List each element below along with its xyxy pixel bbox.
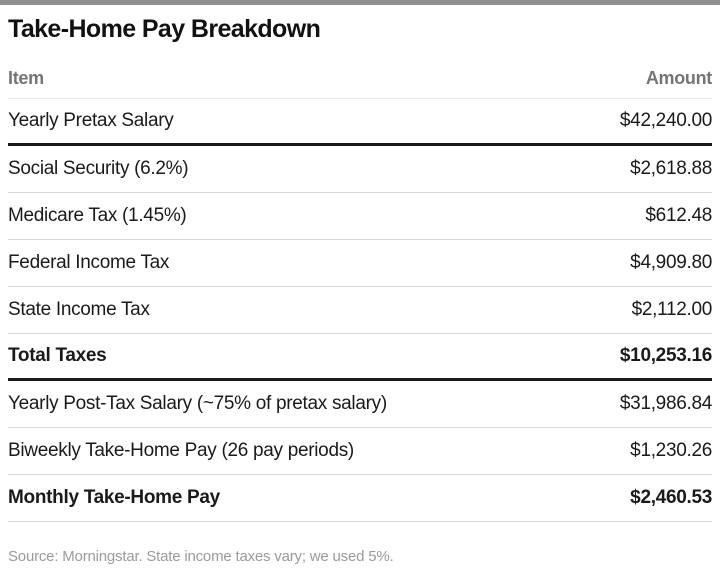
table-row: Monthly Take-Home Pay $2,460.53 bbox=[8, 475, 712, 522]
row-amount-value: $4,909.80 bbox=[630, 251, 712, 273]
top-accent-bar bbox=[0, 0, 720, 5]
table-row: Yearly Pretax Salary $42,240.00 bbox=[8, 99, 712, 146]
table-row: Social Security (6.2%) $2,618.88 bbox=[8, 146, 712, 193]
row-amount-value: $10,253.16 bbox=[619, 344, 712, 366]
row-amount-value: $1,230.26 bbox=[630, 439, 712, 461]
table-row: State Income Tax $2,112.00 bbox=[8, 287, 712, 334]
row-item-label: Yearly Post-Tax Salary (~75% of pretax s… bbox=[8, 392, 387, 414]
row-item-label: State Income Tax bbox=[8, 298, 150, 320]
row-item-label: Social Security (6.2%) bbox=[8, 157, 189, 179]
table-row: Biweekly Take-Home Pay (26 pay periods) … bbox=[8, 428, 712, 475]
row-item-label: Yearly Pretax Salary bbox=[8, 109, 174, 131]
row-amount-value: $2,112.00 bbox=[631, 298, 713, 320]
row-amount-value: $42,240.00 bbox=[619, 109, 712, 131]
row-item-label: Medicare Tax (1.45%) bbox=[8, 204, 187, 226]
row-item-label: Monthly Take-Home Pay bbox=[8, 486, 220, 508]
exhibit-container: Take-Home Pay Breakdown Item Amount Year… bbox=[0, 15, 720, 565]
pay-breakdown-table: Yearly Pretax Salary $42,240.00 Social S… bbox=[8, 99, 712, 522]
row-amount-value: $2,460.53 bbox=[630, 486, 712, 508]
column-header-item: Item bbox=[8, 67, 44, 88]
row-item-label: Federal Income Tax bbox=[8, 251, 170, 273]
row-item-label: Biweekly Take-Home Pay (26 pay periods) bbox=[8, 439, 354, 461]
row-amount-value: $2,618.88 bbox=[630, 157, 712, 179]
row-item-label: Total Taxes bbox=[8, 344, 107, 366]
row-amount-value: $31,986.84 bbox=[619, 392, 712, 414]
table-row: Federal Income Tax $4,909.80 bbox=[8, 240, 712, 287]
page-title: Take-Home Pay Breakdown bbox=[8, 15, 321, 43]
table-row: Medicare Tax (1.45%) $612.48 bbox=[8, 193, 712, 240]
table-row: Yearly Post-Tax Salary (~75% of pretax s… bbox=[8, 381, 712, 428]
column-header-amount: Amount bbox=[645, 67, 712, 88]
table-header-row: Item Amount bbox=[8, 68, 712, 99]
source-note: Source: Morningstar. State income taxes … bbox=[8, 547, 394, 565]
row-amount-value: $612.48 bbox=[645, 204, 712, 226]
table-row: Total Taxes $10,253.16 bbox=[8, 334, 712, 381]
